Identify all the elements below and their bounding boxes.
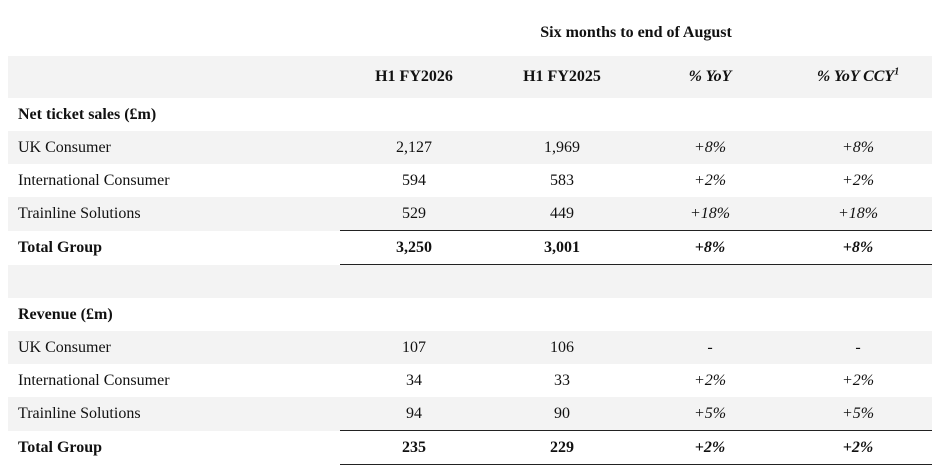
cell-yoy: - [636,331,784,364]
cell-h1-fy2026: 34 [406,371,422,389]
row-label: Total Group [18,238,103,256]
cell-h1-fy2026: 2,127 [340,131,488,164]
row-label: Trainline Solutions [8,397,340,431]
section-title-net-ticket-sales: Net ticket sales (£m) [18,105,157,123]
total-row: Total Group 235 229 +2% +2% [8,430,933,465]
cell-h1-fy2025: 449 [488,197,636,231]
financial-table: Six months to end of August H1 FY2026 H1… [8,0,933,465]
cell-h1-fy2026: 235 [340,430,488,465]
row-label: UK Consumer [8,331,340,364]
table-row: UK Consumer 2,127 1,969 +8% +8% [8,131,933,164]
cell-yoy: +2% [693,171,727,189]
cell-h1-fy2026: 594 [402,171,426,189]
cell-yoy-ccy: +5% [784,397,933,431]
table-row: International Consumer 34 33 +2% +2% [8,364,932,397]
caption-row: Six months to end of August [8,0,932,56]
cell-h1-fy2026: 3,250 [340,230,488,265]
cell-yoy-ccy: +2% [841,171,875,189]
section-title-row: Revenue (£m) [8,298,932,331]
table-row: International Consumer 594 583 +2% +2% [8,164,932,197]
table-caption: Six months to end of August [540,24,732,41]
cell-yoy: +5% [636,397,784,431]
section-title-row: Net ticket sales (£m) [8,98,932,131]
header-h1-fy2026: H1 FY2026 [340,56,488,98]
cell-yoy-ccy: - [784,331,933,364]
footnote-marker: 1 [894,66,900,78]
cell-yoy-ccy: +2% [841,371,875,389]
cell-h1-fy2025: 106 [488,331,636,364]
cell-h1-fy2026: 529 [340,197,488,231]
row-label: Total Group [18,438,103,456]
cell-yoy: +2% [636,430,784,465]
cell-yoy-ccy: +18% [784,197,933,231]
cell-yoy: +18% [636,197,784,231]
row-label: International Consumer [18,171,170,189]
cell-yoy: +8% [636,230,784,265]
cell-h1-fy2025: 1,969 [488,131,636,164]
cell-h1-fy2025: 90 [488,397,636,431]
spacer-row [8,264,933,298]
cell-yoy-ccy: +8% [784,230,933,265]
total-row: Total Group 3,250 3,001 +8% +8% [8,230,933,265]
row-label: Trainline Solutions [8,197,340,231]
cell-yoy-ccy: +2% [784,430,933,465]
cell-h1-fy2026: 107 [340,331,488,364]
cell-h1-fy2025: 229 [488,430,636,465]
cell-h1-fy2025: 33 [554,371,570,389]
table-row: Trainline Solutions 94 90 +5% +5% [8,397,933,431]
cell-h1-fy2025: 3,001 [488,230,636,265]
table-row: Trainline Solutions 529 449 +18% +18% [8,197,933,231]
cell-yoy: +8% [636,131,784,164]
cell-h1-fy2026: 94 [340,397,488,431]
header-yoy-ccy: % YoY CCY1 [784,56,933,98]
section-title-revenue: Revenue (£m) [18,305,113,323]
row-label: International Consumer [18,371,170,389]
header-h1-fy2025: H1 FY2025 [488,56,636,98]
cell-yoy-ccy: +8% [784,131,933,164]
column-header-row: H1 FY2026 H1 FY2025 % YoY % YoY CCY1 [8,56,933,98]
header-yoy: % YoY [636,56,784,98]
cell-h1-fy2025: 583 [550,171,574,189]
table-row: UK Consumer 107 106 - - [8,331,933,364]
cell-yoy: +2% [693,371,727,389]
row-label: UK Consumer [8,131,340,164]
